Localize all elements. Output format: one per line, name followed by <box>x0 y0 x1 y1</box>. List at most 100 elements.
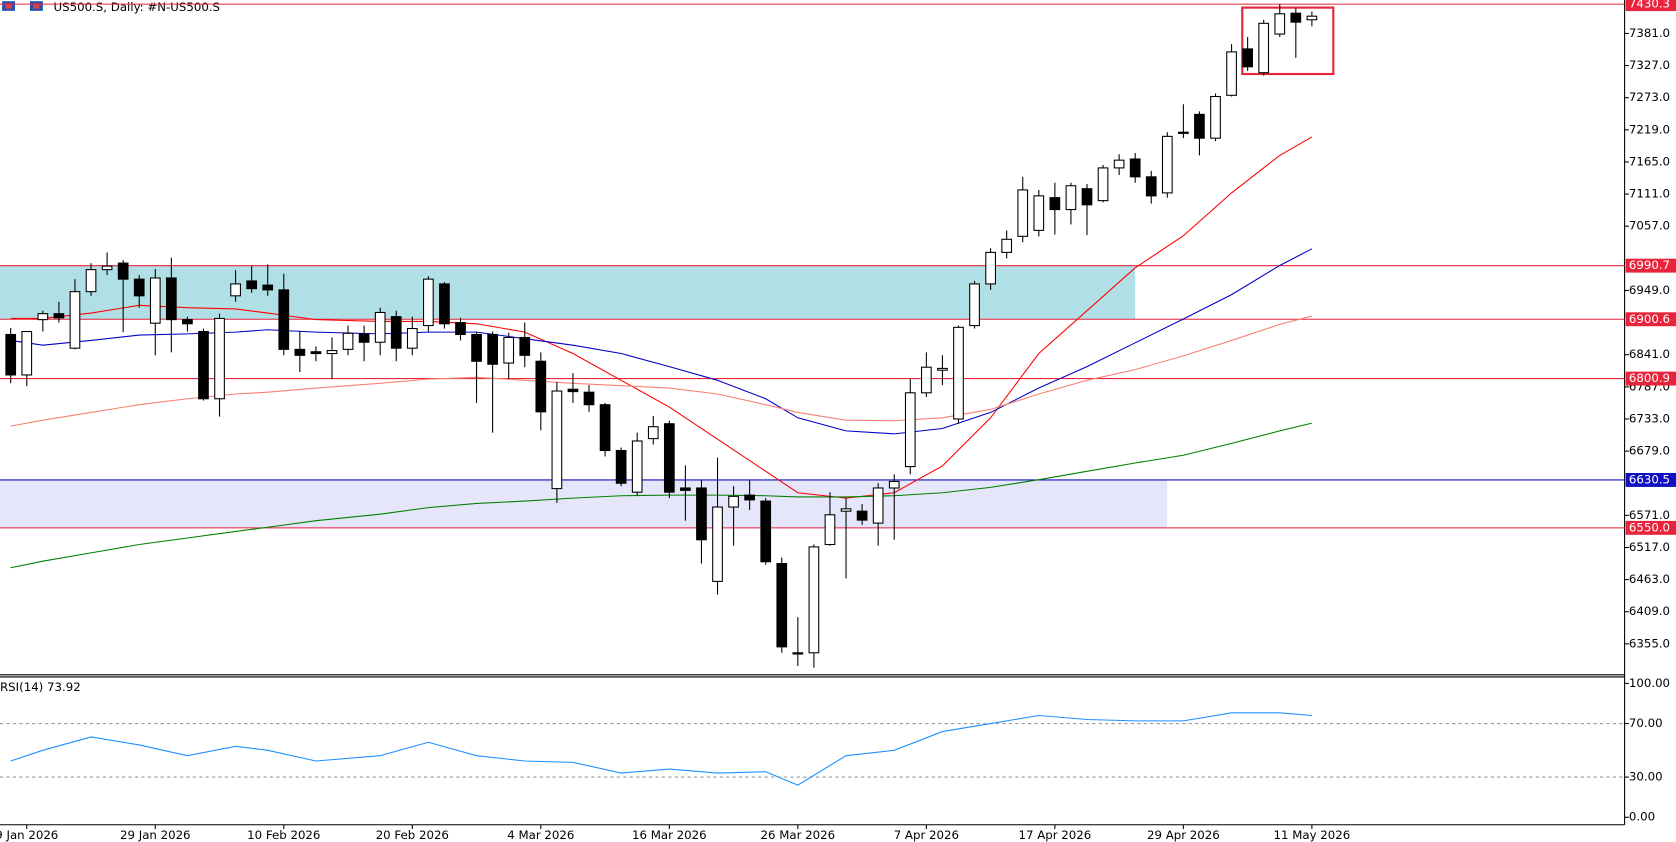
candle-body <box>471 333 482 362</box>
candle-body <box>117 262 129 280</box>
candle-body <box>487 333 498 365</box>
rsi-tick-label: 70.00 <box>1629 716 1663 730</box>
candle-body <box>1274 13 1286 35</box>
candle-body <box>21 330 33 376</box>
candle-body <box>101 265 113 271</box>
candle-body <box>53 313 65 319</box>
x-tick-label: 26 Mar 2026 <box>761 828 836 842</box>
level-label-bg <box>1625 371 1676 386</box>
rsi-tick-label: 30.00 <box>1629 770 1663 784</box>
candle-body <box>872 487 884 524</box>
y-tick-label: 6949.0 <box>1629 283 1670 297</box>
candle-body <box>149 277 161 324</box>
candle-body <box>294 348 306 356</box>
level-label: 6990.7 <box>1629 258 1670 272</box>
level-label: 6800.9 <box>1629 371 1670 385</box>
candle-body <box>455 322 466 336</box>
candle-body <box>406 328 418 349</box>
candle-body <box>85 269 97 293</box>
candle-body <box>182 319 193 325</box>
candle-body <box>1129 158 1141 178</box>
candle-body <box>1017 189 1029 237</box>
x-tick-label: 11 May 2026 <box>1274 828 1351 842</box>
candle-body <box>1001 238 1013 253</box>
candle-body <box>1226 51 1237 96</box>
candle-body <box>744 494 756 501</box>
candle-body <box>310 351 322 355</box>
y-tick-label: 7165.0 <box>1629 154 1670 168</box>
level-label-bg <box>1625 0 1676 12</box>
candle-body <box>615 449 627 484</box>
icon <box>5 3 12 9</box>
x-tick-label: 29 Jan 2026 <box>120 828 191 842</box>
candle-body <box>1161 135 1173 194</box>
candle-body <box>1210 95 1221 139</box>
candle-body <box>326 350 338 355</box>
y-tick-label: 6571.0 <box>1629 508 1670 522</box>
level-label: 6630.5 <box>1629 472 1670 486</box>
level-label-bg <box>1625 520 1676 535</box>
y-tick-label: 6355.0 <box>1629 636 1670 650</box>
candle-body <box>567 388 579 393</box>
candle-body <box>808 546 820 654</box>
candle-body <box>1049 197 1061 211</box>
candle-body <box>1306 15 1318 21</box>
candle-body <box>969 283 980 327</box>
candle-body <box>503 336 515 364</box>
candle-body <box>358 333 370 343</box>
candle-body <box>728 495 739 508</box>
y-tick-label: 6841.0 <box>1629 347 1670 361</box>
candle-body <box>133 278 145 297</box>
rsi-line <box>10 712 1312 786</box>
level-label: 6550.0 <box>1629 520 1670 534</box>
candle-body <box>551 390 563 490</box>
candle-body <box>1097 167 1109 202</box>
candle-body <box>663 423 675 493</box>
candle-body <box>840 508 852 512</box>
x-tick-label: 29 Apr 2026 <box>1147 828 1220 842</box>
level-label-bg <box>1625 258 1676 273</box>
candle-body <box>1033 195 1045 231</box>
y-tick-label: 7273.0 <box>1629 90 1670 104</box>
moving-average <box>10 136 1313 499</box>
candle-body <box>888 480 900 489</box>
candle-body <box>374 311 386 343</box>
candle-body <box>278 289 290 350</box>
candle-body <box>439 283 450 325</box>
candle-body <box>937 367 948 371</box>
candle-body <box>599 404 611 452</box>
y-tick-label: 7327.0 <box>1629 58 1670 72</box>
symbol-icons <box>2 1 43 11</box>
candle-body <box>1242 48 1253 68</box>
candle-body <box>647 426 659 440</box>
y-tick-label: 6463.0 <box>1629 572 1670 586</box>
x-tick-label: 16 Mar 2026 <box>632 828 707 842</box>
y-tick-label: 6517.0 <box>1629 540 1670 554</box>
level-label: 7430.3 <box>1629 0 1670 11</box>
y-tick-label: 6409.0 <box>1629 604 1670 618</box>
x-tick-label: 20 Feb 2026 <box>376 828 449 842</box>
y-tick-label: 7381.0 <box>1629 26 1670 40</box>
candle-body <box>246 280 258 290</box>
candle-body <box>904 392 916 468</box>
candle-body <box>1258 22 1270 74</box>
candle-body <box>342 332 354 350</box>
candle-body <box>262 284 274 291</box>
highlight-box <box>1241 6 1335 76</box>
candle-body <box>583 391 595 406</box>
candle-body <box>5 333 17 376</box>
x-tick-label: 9 Jan 2026 <box>0 828 58 842</box>
candle-body <box>776 563 788 648</box>
candle-body <box>631 440 643 493</box>
candle-body <box>696 487 707 541</box>
chart-title: US500.S, Daily: #N-US500.S <box>54 0 220 14</box>
candle-body <box>985 251 996 285</box>
candle-body <box>423 278 434 327</box>
zone <box>0 265 1136 320</box>
candle-body <box>69 291 81 349</box>
level-label: 6900.6 <box>1629 312 1670 326</box>
candle-body <box>1178 131 1189 134</box>
icon <box>33 3 40 9</box>
